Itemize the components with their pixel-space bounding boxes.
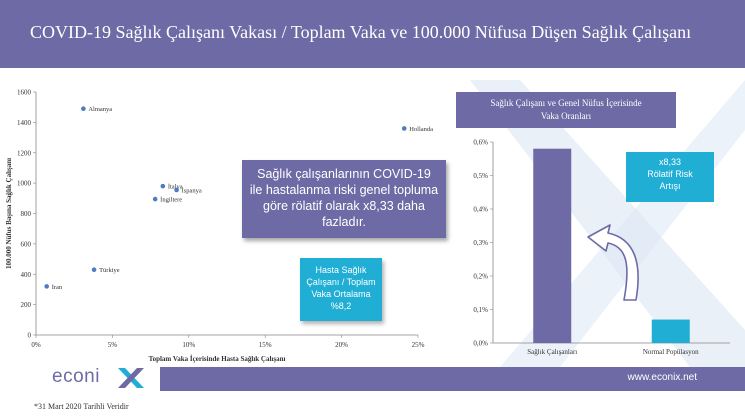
scatter-y-tick-label: 1200 [17, 149, 32, 157]
average-callout-line-2: Çalışanı / Toplam [306, 277, 376, 287]
bar-y-tick-label: 0,3% [473, 239, 488, 247]
scatter-x-tick-label: 25% [412, 341, 425, 349]
header-bar: COVID-19 Sağlık Çalışanı Vakası / Toplam… [0, 0, 745, 68]
scatter-x-tick-label: 0% [31, 341, 41, 349]
scatter-y-tick-label: 800 [21, 210, 32, 218]
scatter-point-label: Türkiye [99, 267, 120, 274]
scatter-x-axis-title: Toplam Vaka İçerisinde Hasta Sağlık Çalı… [149, 355, 286, 363]
scatter-x-tick-label: 5% [108, 341, 118, 349]
scatter-point [174, 187, 179, 193]
scatter-y-ticks: 0 200 400 600 800 1000 1200 1400 1600 [17, 89, 36, 340]
relative-risk-line-1: x8,33 [658, 157, 682, 167]
scatter-y-axis-title: 100.000 Nüfus Başına Sağlık Çalışanı [5, 158, 13, 269]
website-link[interactable]: www.econix.net [627, 372, 697, 383]
econix-logo: econi [52, 366, 100, 387]
scatter-y-tick-label: 600 [21, 240, 32, 248]
scatter-y-tick-label: 0 [28, 332, 32, 340]
logo-x-icon [118, 368, 144, 388]
risk-callout-line-2: ile hastalanma riski genel topluma [249, 183, 439, 197]
scatter-point [81, 106, 86, 112]
relative-risk-callout: x8,33 Rölatif Risk Artışı [626, 152, 714, 202]
scatter-y-tick-label: 1000 [17, 180, 32, 188]
bar-y-tick-label: 0,5% [473, 172, 488, 180]
page-title: COVID-19 Sağlık Çalışanı Vakası / Toplam… [30, 22, 692, 42]
bar-category-label: Normal Popülasyon [643, 348, 699, 356]
bar-y-ticks: 0,0% 0,1% 0,2% 0,3% 0,4% 0,5% 0,6% [473, 139, 493, 348]
scatter-x-tick-label: 15% [259, 341, 272, 349]
bar-chart-title: Sağlık Çalışanı ve Genel Nüfus İçerisind… [456, 92, 676, 128]
bar-y-tick-label: 0,0% [473, 340, 488, 348]
scatter-point-label: Hollanda [409, 126, 433, 133]
scatter-y-tick-label: 200 [21, 301, 32, 309]
bar-chart-title-text: Sağlık Çalışanı ve Genel Nüfus İçerisind… [490, 98, 642, 121]
scatter-point [91, 267, 97, 272]
scatter-point [44, 284, 49, 289]
average-callout-line-1: Hasta Sağlık [315, 265, 367, 275]
scatter-x-tick-label: 20% [335, 341, 348, 349]
scatter-point [160, 183, 166, 189]
scatter-point-label: İtalya [168, 184, 183, 191]
bar-y-tick-label: 0,4% [473, 206, 488, 214]
bar-bars [533, 148, 690, 343]
scatter-x-tick-label: 10% [182, 341, 195, 349]
scatter-point [152, 196, 158, 202]
risk-callout-line-3: göre rölatif olarak x8,33 daha [263, 199, 425, 213]
risk-callout-line-1: Sağlık çalışanlarının COVID-19 [257, 167, 431, 181]
scatter-y-tick-label: 1600 [17, 89, 32, 97]
bar-chart: 0,0% 0,1% 0,2% 0,3% 0,4% 0,5% 0,6% Sağlık Çalı… [473, 139, 730, 356]
risk-callout: Sağlık çalışanlarının COVID-19 ile hasta… [242, 160, 446, 238]
scatter-point-label: Almanya [88, 106, 112, 113]
scatter-y-tick-label: 400 [21, 271, 32, 279]
bar-y-tick-label: 0,6% [473, 139, 488, 147]
risk-callout-line-4: fazladır. [322, 215, 366, 229]
average-callout-line-3: Vaka Ortalama [311, 289, 371, 299]
average-callout: Hasta Sağlık Çalışanı / Toplam Vaka Orta… [300, 258, 382, 321]
bar [533, 148, 572, 343]
scatter-point [401, 126, 407, 131]
scatter-point-label: İngiltere [160, 197, 182, 204]
scatter-x-ticks: 0% 5% 10% 15% 20% 25% [31, 335, 425, 349]
scatter-chart: 0 200 400 600 800 1000 1200 1400 1600 0% 5% 10% 15%… [5, 89, 433, 364]
bar-category-label: Sağlık Çalışanları [527, 348, 577, 356]
relative-risk-line-3: Artışı [659, 181, 681, 191]
bar-y-tick-label: 0,2% [473, 273, 488, 281]
relative-risk-line-2: Rölatif Risk [647, 169, 693, 179]
average-callout-line-4: %8,2 [330, 301, 352, 311]
scatter-y-tick-label: 1400 [17, 119, 32, 127]
scatter-point-label: İran [52, 284, 63, 291]
footnote: *31 Mart 2020 Tarihli Veridir [34, 402, 129, 411]
bar-x-ticks: Sağlık Çalışanları Normal Popülasyon [527, 348, 699, 356]
scatter-point-label: İspanya [182, 187, 202, 194]
bar [651, 319, 690, 343]
curved-arrow-icon [587, 224, 639, 301]
bar-y-tick-label: 0,1% [473, 306, 488, 314]
